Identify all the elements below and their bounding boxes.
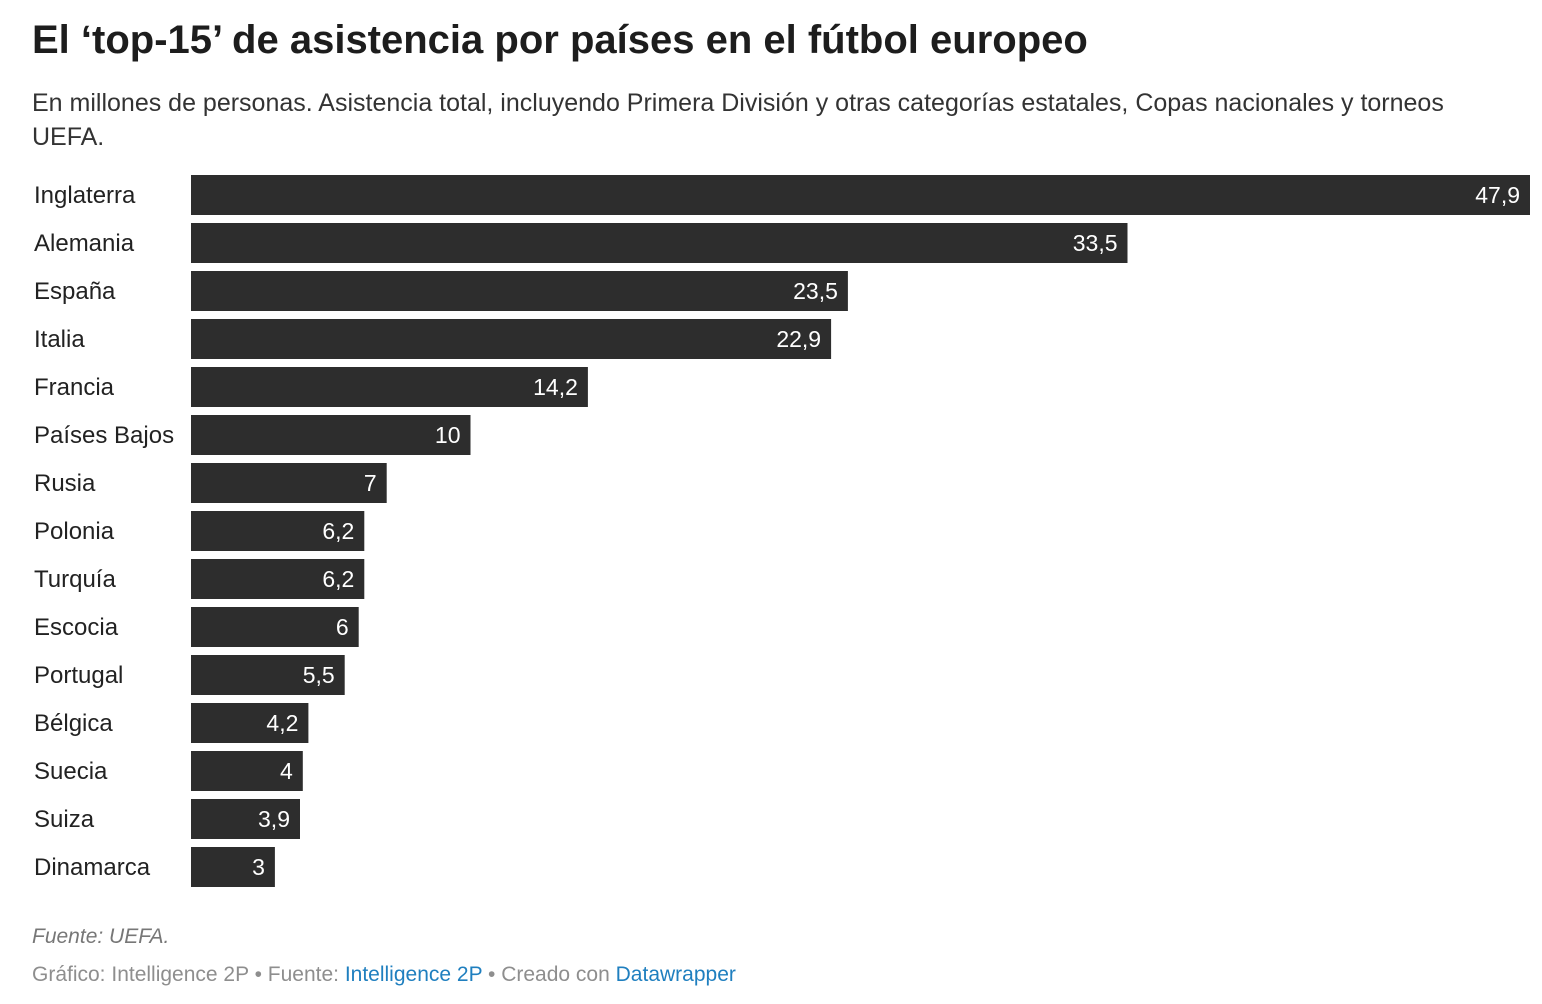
category-label: Turquía: [34, 566, 116, 593]
category-label: Portugal: [34, 662, 123, 689]
footer-created-text: • Creado con: [482, 963, 616, 986]
bar: [191, 415, 471, 455]
value-label: 14,2: [533, 374, 578, 400]
category-label: Suiza: [34, 806, 95, 833]
category-label: Polonia: [34, 518, 115, 545]
source-note: Fuente: UEFA.: [32, 925, 170, 948]
footer-graphic-text: Gráfico: Intelligence 2P • Fuente:: [32, 963, 345, 986]
bar: [191, 799, 300, 839]
bar: [191, 511, 365, 551]
value-label: 3,9: [258, 806, 290, 832]
value-label: 4,2: [266, 710, 298, 736]
chart-title: El ‘top-15’ de asistencia por países en …: [32, 18, 1088, 62]
value-label: 5,5: [303, 662, 335, 688]
value-label: 6: [336, 614, 349, 640]
bar-chart: Inglaterra 47,9 Alemania 33,5 España 23,5 Ital…: [34, 175, 1530, 887]
value-label: 6,2: [322, 518, 354, 544]
category-label: Inglaterra: [34, 182, 136, 209]
category-label: Países Bajos: [34, 422, 174, 449]
value-label: 6,2: [322, 566, 354, 592]
category-label: Suecia: [34, 758, 108, 785]
bar: [191, 271, 848, 311]
bar: [191, 751, 303, 791]
bar: [191, 463, 387, 503]
category-label: Rusia: [34, 470, 96, 497]
value-label: 7: [364, 470, 377, 496]
datawrapper-link[interactable]: Datawrapper: [615, 963, 736, 986]
footer-source-link[interactable]: Intelligence 2P: [344, 963, 483, 986]
bar: [191, 559, 365, 599]
value-label: 33,5: [1073, 230, 1118, 256]
footer-credits: Gráfico: Intelligence 2P • Fuente: Intel…: [32, 963, 736, 987]
bar: [191, 319, 832, 359]
bar: [191, 703, 309, 743]
bar: [191, 655, 345, 695]
bar: [191, 847, 275, 887]
category-label: Francia: [34, 374, 115, 401]
value-label: 10: [435, 422, 461, 448]
category-label: Dinamarca: [34, 854, 151, 881]
value-label: 4: [280, 758, 293, 784]
value-label: 22,9: [776, 326, 821, 352]
bar: [191, 607, 359, 647]
category-label: Italia: [34, 326, 85, 353]
value-label: 23,5: [793, 278, 838, 304]
category-label: Bélgica: [34, 710, 113, 737]
bar: [191, 367, 588, 407]
category-label: Alemania: [34, 230, 135, 257]
category-label: España: [34, 278, 116, 305]
category-label: Escocia: [34, 614, 119, 641]
value-label: 3: [252, 854, 265, 880]
bar: [191, 223, 1128, 263]
value-label: 47,9: [1475, 182, 1520, 208]
chart-subtitle: En millones de personas. Asistencia tota…: [32, 89, 1444, 151]
bar: [191, 175, 1530, 215]
